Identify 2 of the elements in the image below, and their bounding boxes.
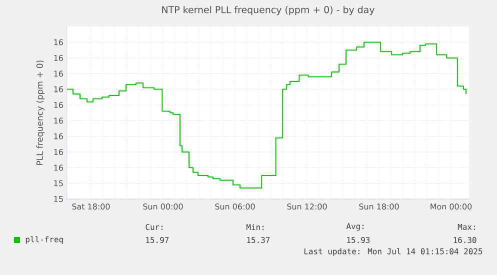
chart-title: NTP kernel PLL frequency (ppm + 0) - by day — [162, 6, 374, 16]
y-axis-title: PLL frequency (ppm + 0) — [36, 60, 45, 165]
